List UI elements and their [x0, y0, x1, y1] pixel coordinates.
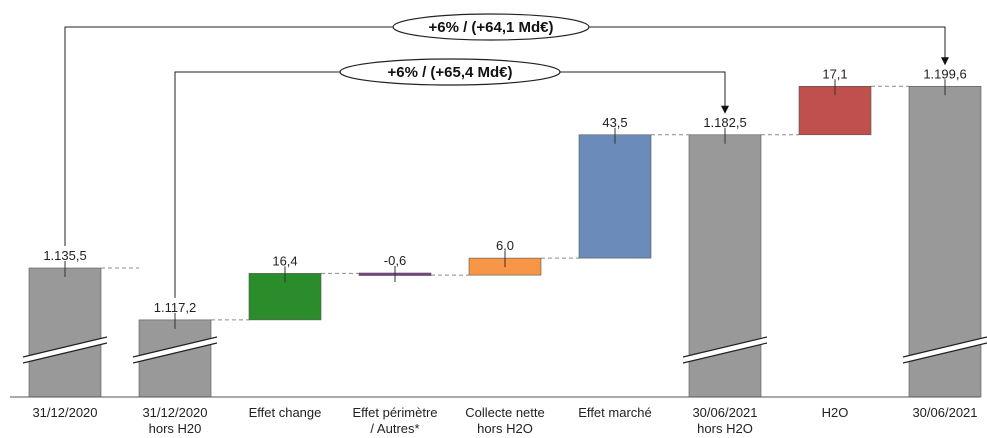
value-label-8: 1.199,6 — [923, 66, 966, 81]
value-label-6: 1.182,5 — [703, 115, 746, 130]
value-label-2: 16,4 — [272, 253, 297, 268]
axis-break-line-a-8 — [902, 336, 987, 358]
bar-5 — [578, 134, 652, 259]
callout-bracket-0 — [64, 26, 946, 247]
category-label-5: Effet marché — [578, 405, 651, 420]
axis-break-gap-0 — [22, 337, 108, 363]
callout-ellipse-0 — [392, 13, 590, 41]
axis-break-gap-1 — [132, 337, 218, 363]
category-label-3-line2: / Autres* — [370, 421, 419, 436]
callout-arrowhead-1 — [721, 105, 729, 114]
callout-arrowhead-0 — [941, 57, 949, 66]
axis-break-line-b-1 — [132, 342, 218, 364]
category-label-4-line2: hors H2O — [477, 421, 533, 436]
value-label-7: 17,1 — [822, 66, 847, 81]
callout-ellipse-1 — [339, 58, 561, 86]
callout-label-1: +6% / (+65,4 Md€) — [387, 64, 512, 81]
axis-break-gap-8 — [902, 337, 987, 363]
value-label-5: 43,5 — [602, 115, 627, 130]
axis-break-line-b-8 — [902, 342, 987, 364]
value-label-1: 1.117,2 — [154, 300, 196, 315]
axis-break-line-a-6 — [682, 336, 768, 358]
category-label-3: Effet périmètre — [352, 405, 437, 420]
axis-break-line-b-6 — [682, 342, 768, 364]
category-label-1-line2: hors H20 — [149, 421, 202, 436]
category-label-7: H2O — [822, 405, 849, 420]
category-label-0: 31/12/2020 — [32, 405, 97, 420]
axis-break-line-a-1 — [132, 336, 218, 358]
category-label-2: Effet change — [249, 405, 322, 420]
category-label-8: 30/06/2021 — [912, 405, 977, 420]
axis-break-gap-6 — [682, 337, 768, 363]
axis-break-line-b-0 — [22, 342, 108, 364]
category-label-4: Collecte nette — [465, 405, 545, 420]
axis-break-line-a-0 — [22, 336, 108, 358]
category-label-6-line2: hors H2O — [697, 421, 753, 436]
bar-0 — [28, 267, 102, 398]
category-label-6: 30/06/2021 — [692, 405, 757, 420]
value-label-0: 1.135,5 — [43, 248, 86, 263]
category-label-1: 31/12/2020 — [142, 405, 207, 420]
value-label-4: 6,0 — [496, 238, 514, 253]
value-label-3: -0,6 — [384, 253, 406, 268]
callout-label-0: +6% / (+64,1 Md€) — [428, 19, 553, 36]
